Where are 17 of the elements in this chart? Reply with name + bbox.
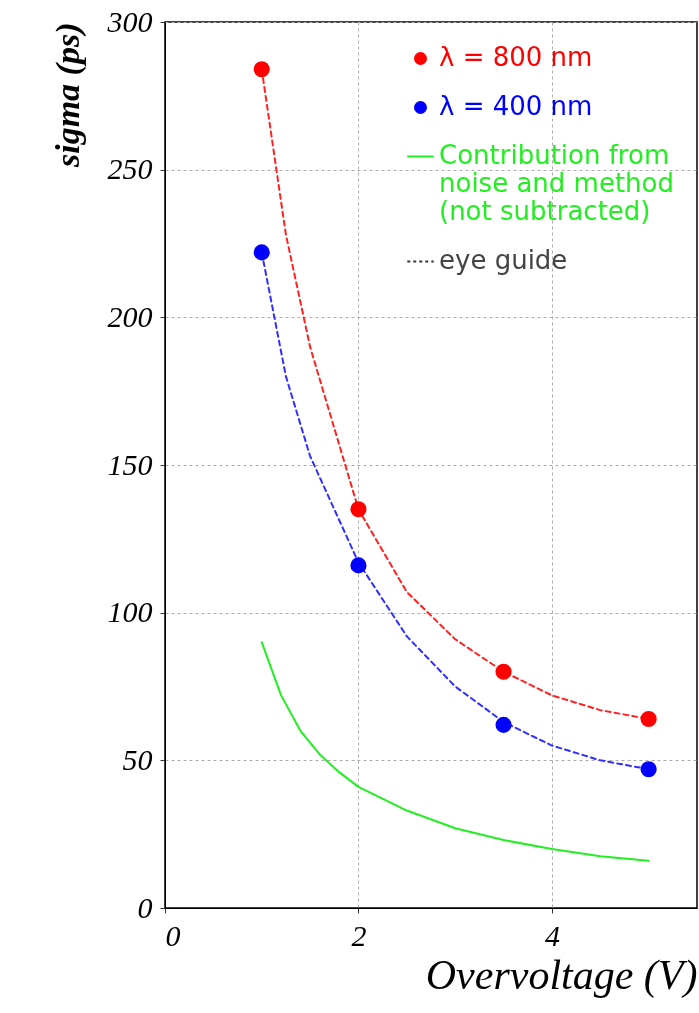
- y-tick-label: 100: [107, 595, 153, 629]
- x-axis-title: Overvoltage (V): [425, 951, 698, 999]
- legend-label: Contribution from noise and method (not subtracted): [439, 139, 675, 226]
- x-tick-label: 2: [351, 918, 367, 952]
- x-tick-label: 0: [165, 918, 181, 952]
- y-axis-title: sigma (ps): [48, 22, 87, 168]
- y-tick-label: 150: [107, 447, 153, 481]
- y-tick-label: 50: [122, 742, 153, 776]
- x-tick-label: 4: [544, 918, 560, 952]
- y-tick-label: 0: [137, 890, 153, 924]
- legend-label: λ = 800 nm: [439, 41, 593, 72]
- y-tick-label: 300: [106, 4, 153, 38]
- legend-label: λ = 400 nm: [439, 90, 593, 121]
- annotation: eye guide: [439, 244, 568, 275]
- line-series: [260, 641, 650, 862]
- y-tick-label: 200: [107, 299, 153, 333]
- y-tick-label: 250: [107, 152, 153, 186]
